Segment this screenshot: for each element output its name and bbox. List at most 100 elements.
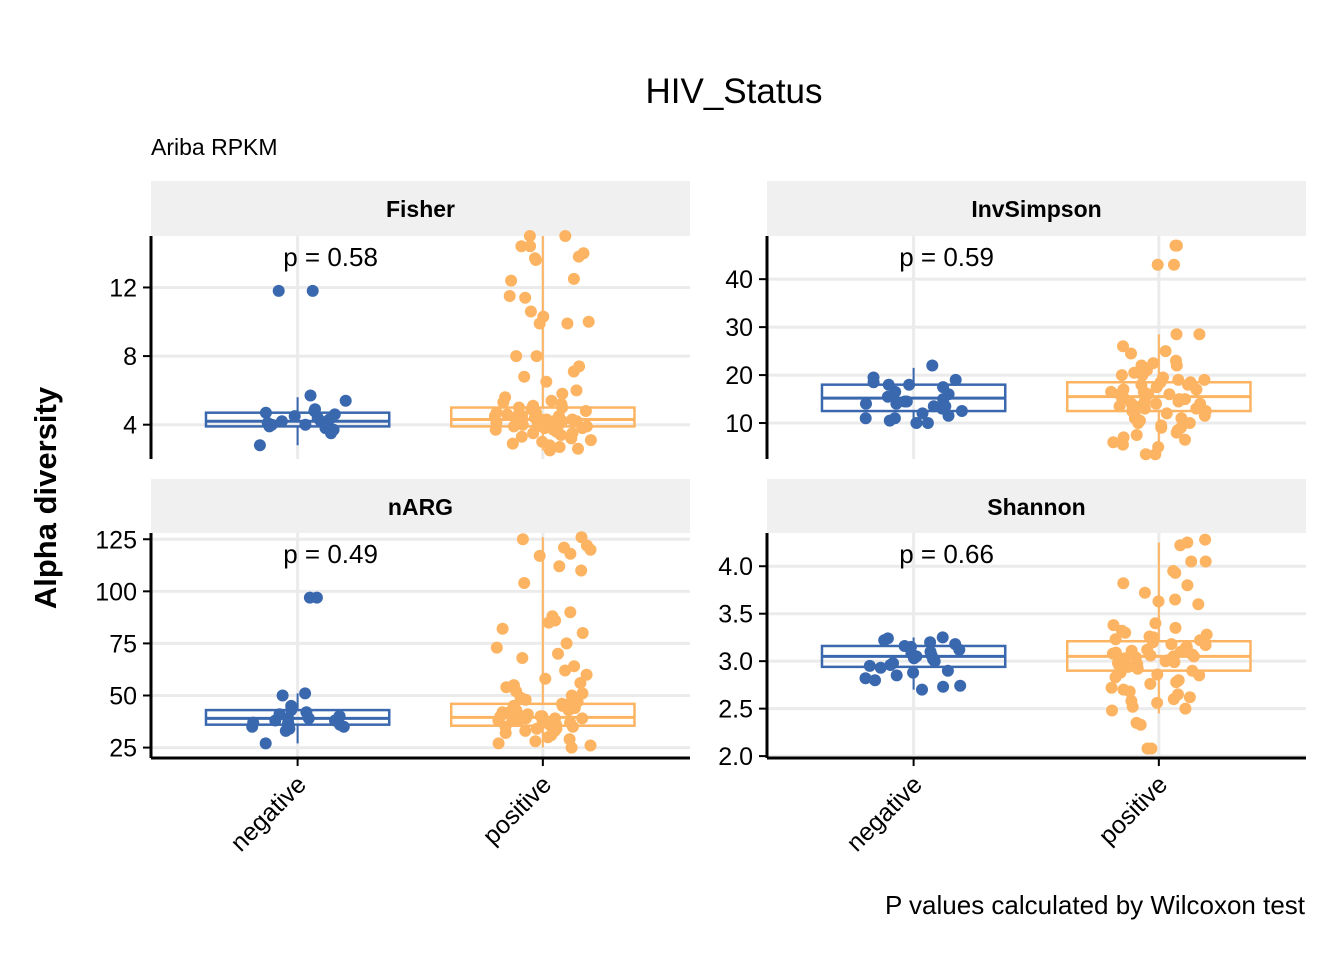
data-point-negative (908, 652, 920, 665)
data-point-positive (1192, 598, 1205, 611)
data-point-positive (1169, 593, 1182, 606)
data-point-positive (1139, 448, 1152, 461)
data-point-positive (1116, 438, 1129, 451)
data-point-positive (553, 560, 566, 573)
facet-panel-shannon: Shannon 2.0 2.5 3.0 3.5 4.0 p = 0.66 (718, 479, 1306, 771)
data-point-positive (1117, 340, 1129, 353)
data-point-positive (533, 549, 546, 562)
facet-strip-label: InvSimpson (971, 196, 1101, 222)
data-point-positive (1167, 693, 1180, 706)
data-point-positive (530, 350, 543, 363)
data-point-positive (519, 291, 532, 304)
data-point-negative (921, 417, 934, 429)
data-point-positive (1149, 448, 1162, 461)
data-point-positive (1152, 595, 1165, 608)
data-point-negative (907, 666, 920, 679)
data-point-positive (1170, 328, 1183, 341)
data-point-positive (1106, 704, 1118, 717)
data-point-positive (1145, 742, 1158, 755)
data-point-positive (1165, 638, 1178, 651)
data-point-positive (554, 429, 567, 441)
data-point-negative (263, 420, 276, 433)
data-point-negative (953, 643, 966, 656)
data-point-negative (272, 284, 285, 297)
data-point-positive (576, 627, 589, 639)
facet-panels: Fisher 4 8 12 p = 0.58 InvSimpson 10 20 30 40 p = … (95, 181, 1306, 771)
data-point-positive (1119, 626, 1132, 639)
y-tick-label: 3.0 (718, 648, 753, 676)
data-point-negative (859, 672, 872, 685)
data-point-positive (1144, 677, 1157, 690)
data-point-negative (926, 359, 939, 372)
data-point-positive (560, 637, 573, 650)
data-point-positive (1117, 577, 1130, 590)
data-point-positive (574, 677, 587, 689)
data-point-positive (568, 660, 581, 673)
data-point-positive (556, 387, 569, 400)
data-point-positive (1199, 639, 1212, 651)
data-point-positive (1151, 668, 1164, 681)
data-point-positive (1169, 239, 1182, 252)
y-tick-label: 4.0 (718, 553, 753, 581)
x-tick-label: negative (225, 770, 312, 857)
data-point-positive (503, 290, 516, 302)
data-point-positive (1134, 718, 1147, 731)
data-point-positive (1131, 662, 1144, 675)
data-point-positive (506, 437, 519, 450)
data-point-positive (1138, 402, 1151, 415)
facet-strip-label: nARG (388, 494, 453, 520)
data-point-positive (1151, 258, 1164, 271)
y-tick-label: 50 (109, 683, 137, 711)
data-point-positive (1151, 696, 1164, 709)
data-point-negative (890, 669, 903, 682)
data-point-positive (567, 365, 580, 378)
data-point-positive (492, 737, 505, 750)
y-tick-label: 125 (95, 526, 137, 554)
data-point-positive (553, 441, 566, 453)
data-point-positive (512, 714, 525, 727)
data-point-positive (1125, 347, 1137, 360)
data-point-negative (949, 373, 962, 386)
data-point-positive (1170, 359, 1183, 372)
data-point-positive (1179, 433, 1191, 446)
data-point-positive (1138, 586, 1151, 599)
data-point-positive (575, 564, 588, 577)
data-point-negative (303, 591, 316, 604)
data-point-positive (1183, 417, 1196, 429)
data-point-positive (562, 704, 575, 717)
data-point-positive (540, 375, 553, 388)
data-point-positive (516, 533, 529, 546)
data-point-positive (1132, 417, 1145, 429)
p-value-label: p = 0.58 (283, 242, 378, 272)
data-point-positive (519, 724, 532, 737)
data-point-positive (496, 622, 509, 635)
data-point-negative (900, 395, 913, 408)
data-point-positive (1179, 702, 1192, 715)
data-point-positive (1159, 345, 1172, 358)
data-point-negative (954, 679, 967, 692)
data-point-negative (928, 655, 941, 668)
data-point-negative (339, 394, 352, 407)
data-point-negative (275, 415, 288, 428)
facet-strip (767, 479, 1306, 533)
data-point-positive (1107, 619, 1120, 632)
data-point-positive (1190, 383, 1203, 396)
data-point-positive (1126, 700, 1139, 713)
data-point-negative (279, 724, 292, 737)
facet-strip (151, 181, 690, 236)
data-point-positive (1130, 429, 1143, 441)
y-tick-label: 2.0 (718, 743, 753, 771)
data-point-negative (916, 407, 929, 420)
data-point-positive (545, 394, 558, 407)
facet-panel-invsimpson: InvSimpson 10 20 30 40 p = 0.59 (725, 181, 1306, 461)
data-point-positive (500, 681, 513, 694)
data-point-positive (582, 315, 595, 328)
data-point-positive (572, 442, 584, 455)
data-point-positive (565, 741, 578, 754)
data-point-negative (867, 376, 880, 389)
data-point-positive (527, 427, 540, 440)
data-point-positive (515, 430, 528, 443)
data-point-negative (936, 631, 949, 644)
data-point-positive (564, 606, 577, 619)
